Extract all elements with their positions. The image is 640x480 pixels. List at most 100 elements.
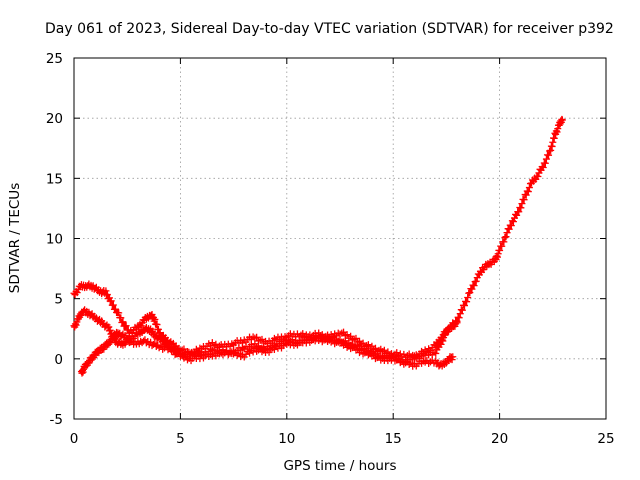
data-point-marker [370, 351, 378, 359]
data-point-marker [468, 285, 476, 293]
data-point-marker [364, 341, 372, 349]
data-point-marker [208, 339, 216, 347]
data-point-marker [466, 289, 474, 297]
data-point-marker [375, 353, 383, 361]
data-point-marker [494, 250, 502, 258]
axis-ticks [73, 57, 607, 420]
y-tick-label: -5 [50, 412, 63, 428]
data-point-marker [542, 155, 550, 163]
x-tick-label: 20 [491, 431, 508, 447]
data-point-marker [166, 343, 174, 351]
chart-title: Day 061 of 2023, Sidereal Day-to-day VTE… [45, 21, 614, 37]
data-point-marker [505, 225, 513, 233]
data-point-marker [503, 229, 511, 237]
data-point-marker [102, 287, 110, 295]
data-point-marker [453, 319, 461, 327]
data-point-marker [513, 211, 521, 219]
y-tick-label: 25 [46, 51, 63, 67]
data-point-marker [107, 297, 115, 305]
data-point-marker [105, 323, 113, 331]
data-point-marker [347, 332, 355, 340]
data-point-marker [539, 163, 547, 171]
data-point-marker [524, 188, 532, 196]
data-point-marker [509, 218, 517, 226]
data-point-marker [340, 328, 348, 336]
data-point-marker [541, 159, 549, 167]
data-point-marker [117, 314, 125, 322]
tick-labels: 0 5 10 15 20 25 -5 0 5 10 15 20 25 [46, 51, 615, 447]
data-point-marker [496, 247, 504, 255]
y-tick-label: 15 [46, 171, 63, 187]
data-point-marker [115, 309, 123, 317]
data-point-marker [350, 343, 358, 351]
data-point-marker [441, 331, 449, 339]
data-point-marker [520, 196, 528, 204]
data-point-marker [470, 282, 478, 290]
data-point-marker [151, 315, 159, 323]
data-point-marker [515, 208, 523, 216]
data-point-marker [550, 134, 558, 142]
data-point-marker [500, 238, 508, 246]
data-point-marker [507, 222, 515, 230]
x-tick-label: 15 [385, 431, 402, 447]
series-track-b [70, 306, 461, 366]
data-point-marker [352, 334, 360, 342]
data-point-marker [456, 310, 464, 318]
data-point-marker [72, 321, 80, 329]
data-point-marker [111, 305, 119, 313]
y-tick-label: 0 [54, 352, 63, 368]
x-tick-label: 10 [278, 431, 295, 447]
data-point-marker [548, 142, 556, 150]
data-point-marker [449, 353, 457, 361]
data-point-marker [517, 204, 525, 212]
data-point-marker [501, 233, 509, 241]
data-point-marker [538, 163, 546, 171]
x-tick-label: 25 [597, 431, 614, 447]
data-point-marker [463, 298, 471, 306]
series-track-c [77, 328, 457, 377]
data-point-marker [455, 314, 463, 322]
data-point-marker [554, 125, 562, 133]
data-point-marker [169, 347, 177, 355]
data-point-marker [493, 253, 501, 261]
data-point-marker [73, 289, 81, 297]
data-point-marker [88, 355, 96, 363]
data-point-marker [432, 349, 440, 357]
data-point-marker [452, 318, 460, 326]
data-point-marker [258, 335, 266, 343]
data-point-marker [380, 346, 388, 354]
y-axis-label: SDTVAR / TECUs [7, 183, 23, 293]
data-point-marker [119, 318, 127, 326]
data-point-marker [180, 345, 188, 353]
data-point-marker [460, 302, 468, 310]
data-point-marker [498, 242, 506, 250]
data-point-marker [522, 191, 530, 199]
y-tick-label: 20 [46, 111, 63, 127]
data-point-marker [553, 128, 561, 136]
y-tick-label: 5 [54, 292, 63, 308]
data-point-marker [525, 184, 533, 192]
y-tick-label: 10 [46, 232, 63, 248]
data-point-marker [253, 333, 261, 341]
x-tick-label: 0 [70, 431, 79, 447]
x-tick-label: 5 [176, 431, 185, 447]
data-point-marker [458, 306, 466, 314]
data-point-marker [354, 345, 362, 353]
data-point-marker [395, 355, 403, 363]
x-axis-label: GPS time / hours [283, 458, 396, 474]
data-point-marker [502, 233, 510, 241]
data-point-marker [464, 293, 472, 301]
data-point-marker [106, 326, 114, 334]
data-point-marker [343, 331, 351, 339]
data-point-marker [545, 151, 553, 159]
grid-lines [74, 58, 606, 419]
data-point-marker [153, 321, 161, 329]
data-point-marker [558, 116, 566, 124]
data-markers [70, 115, 566, 377]
data-point-marker [472, 277, 480, 285]
data-point-marker [534, 173, 542, 181]
data-point-marker [549, 138, 557, 146]
data-point-marker [547, 146, 555, 154]
data-point-marker [439, 337, 447, 345]
